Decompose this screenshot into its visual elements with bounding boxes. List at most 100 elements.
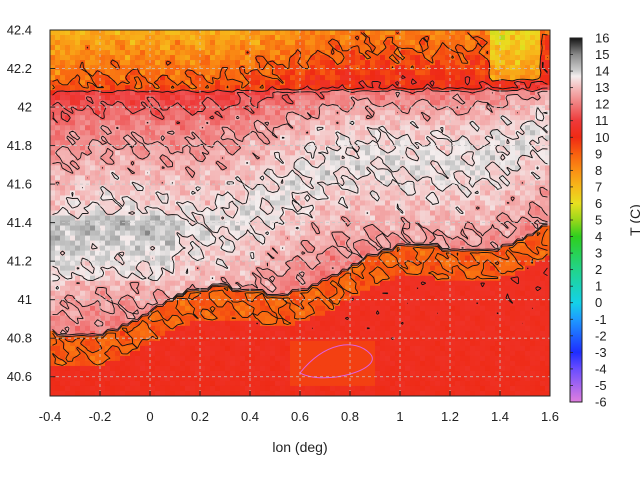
heatmap-cell (205, 75, 211, 81)
heatmap-cell (385, 135, 391, 141)
heatmap-cell (490, 225, 496, 232)
heatmap-cell (380, 260, 386, 267)
heatmap-cell (415, 30, 421, 36)
heatmap-cell (495, 110, 501, 116)
heatmap-cell (300, 120, 306, 126)
heatmap-cell (230, 35, 236, 41)
heatmap-cell (195, 270, 201, 277)
heatmap-cell (370, 135, 376, 141)
heatmap-cell (225, 165, 231, 171)
heatmap-cell (280, 230, 286, 237)
heatmap-cell (285, 140, 291, 146)
heatmap-cell (400, 240, 406, 247)
heatmap-cell (245, 65, 251, 71)
heatmap-cell (515, 40, 521, 46)
heatmap-cell (385, 220, 391, 227)
heatmap-cell (115, 30, 121, 36)
heatmap-cell (290, 130, 296, 136)
heatmap-cell (375, 65, 381, 71)
heatmap-cell (140, 55, 146, 61)
heatmap-cell (490, 95, 496, 101)
heatmap-cell (515, 245, 521, 252)
heatmap-cell (505, 50, 511, 56)
heatmap-cell (285, 125, 291, 131)
heatmap-cell (420, 215, 426, 222)
heatmap-cell (50, 230, 56, 237)
heatmap-cell (175, 170, 181, 176)
heatmap-cell (155, 150, 161, 156)
heatmap-cell (245, 150, 251, 156)
heatmap-cell (320, 115, 326, 121)
heatmap-cell (195, 180, 201, 187)
heatmap-cell (65, 225, 71, 232)
heatmap-cell (435, 65, 441, 71)
heatmap-cell (290, 165, 296, 171)
heatmap-cell (420, 190, 426, 197)
heatmap-cell (260, 145, 266, 151)
heatmap-cell (445, 170, 451, 176)
heatmap-cell (410, 100, 416, 106)
heatmap-cell (230, 85, 236, 91)
heatmap-cell (75, 95, 81, 101)
heatmap-cell (95, 135, 101, 141)
heatmap-cell (290, 85, 296, 91)
heatmap-cell (390, 75, 396, 81)
heatmap-cell (235, 225, 241, 232)
heatmap-cell (395, 55, 401, 61)
heatmap-cell (80, 80, 86, 86)
heatmap-cell (235, 120, 241, 126)
heatmap-cell (115, 210, 121, 217)
heatmap-cell (330, 215, 336, 222)
heatmap-cell (375, 60, 381, 66)
heatmap-cell (520, 80, 526, 86)
heatmap-cell (220, 275, 226, 282)
heatmap-cell (400, 140, 406, 146)
heatmap-cell (355, 170, 361, 176)
heatmap-cell (210, 130, 216, 136)
heatmap-cell (60, 40, 66, 46)
heatmap-cell (295, 155, 301, 161)
heatmap-cell (375, 90, 381, 96)
heatmap-cell (390, 260, 396, 267)
heatmap-cell (155, 160, 161, 166)
heatmap-cell (400, 135, 406, 141)
heatmap-cell (150, 105, 156, 111)
heatmap-cell (445, 205, 451, 212)
heatmap-cell (495, 190, 501, 197)
heatmap-cell (180, 260, 186, 267)
heatmap-cell (310, 190, 316, 197)
heatmap-cell (240, 265, 246, 272)
heatmap-cell (355, 30, 361, 36)
heatmap-cell (475, 45, 481, 51)
heatmap-cell (515, 205, 521, 212)
heatmap-cell (520, 160, 526, 166)
heatmap-cell (85, 30, 91, 36)
heatmap-cell (155, 35, 161, 41)
heatmap-cell (205, 200, 211, 207)
heatmap-cell (485, 265, 491, 272)
heatmap-cell (360, 190, 366, 197)
heatmap-cell (245, 75, 251, 81)
heatmap-cell (180, 265, 186, 272)
heatmap-cell (200, 100, 206, 106)
heatmap-cell (170, 190, 176, 197)
heatmap-cell (275, 80, 281, 86)
heatmap-cell (390, 275, 396, 282)
heatmap-cell (290, 70, 296, 76)
heatmap-cell (295, 240, 301, 247)
heatmap-cell (75, 155, 81, 161)
heatmap-cell (530, 70, 536, 76)
heatmap-cell (530, 145, 536, 151)
heatmap-cell (265, 100, 271, 106)
heatmap-cell (445, 265, 451, 272)
heatmap-cell (70, 265, 76, 272)
heatmap-cell (505, 210, 511, 217)
heatmap-cell (155, 220, 161, 227)
heatmap-cell (130, 155, 136, 161)
heatmap-cell (405, 145, 411, 151)
heatmap-cell (250, 210, 256, 217)
heatmap-cell (305, 260, 311, 267)
heatmap-cell (260, 235, 266, 242)
heatmap-cell (70, 55, 76, 61)
heatmap-cell (365, 150, 371, 156)
